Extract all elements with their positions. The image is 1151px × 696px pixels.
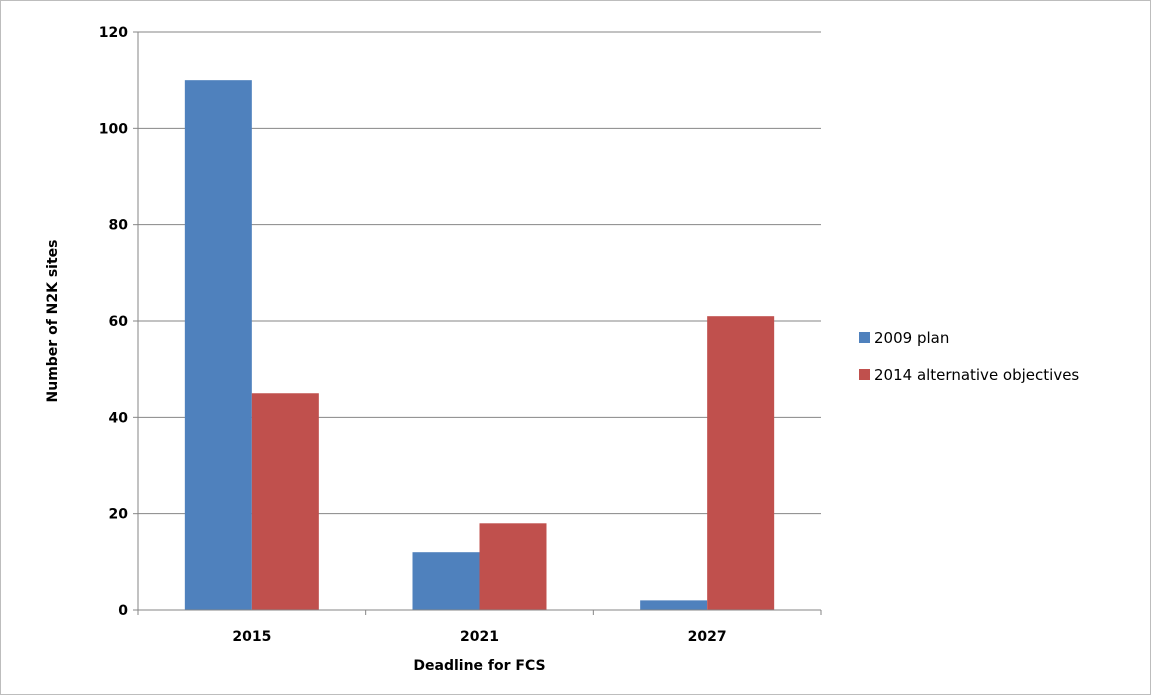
x-tick-labels: 2015 2021 2027 — [232, 629, 726, 645]
x-tick-label: 2015 — [232, 629, 271, 645]
legend-swatch-1 — [859, 332, 870, 343]
x-axis-title: Deadline for FCS — [413, 658, 545, 674]
bar-series2-2021 — [479, 523, 547, 610]
y-tick-label: 20 — [109, 507, 129, 523]
legend: 2009 plan 2014 alternative objectives — [859, 329, 1079, 384]
legend-label-1: 2009 plan — [874, 329, 949, 347]
y-axis-title: Number of N2K sites — [45, 240, 61, 403]
x-tick-label: 2021 — [460, 629, 499, 645]
x-tick-label: 2027 — [688, 629, 727, 645]
y-tick-labels: 0 20 40 60 80 100 120 — [99, 25, 128, 619]
bars — [184, 80, 775, 610]
bar-series2-2027 — [707, 316, 775, 610]
y-tick-label: 60 — [109, 314, 129, 330]
bar-series1-2027 — [640, 600, 708, 610]
bar-series2-2015 — [251, 393, 319, 610]
y-tick-label: 80 — [109, 218, 129, 234]
bar-series1-2015 — [184, 80, 252, 610]
y-tick-label: 40 — [109, 410, 129, 426]
bar-series1-2021 — [412, 552, 480, 610]
legend-label-2: 2014 alternative objectives — [874, 366, 1079, 384]
y-tick-label: 100 — [99, 121, 128, 137]
axes — [133, 31, 822, 615]
legend-swatch-2 — [859, 369, 870, 380]
y-tick-label: 0 — [118, 603, 128, 619]
y-tick-label: 120 — [99, 25, 128, 41]
